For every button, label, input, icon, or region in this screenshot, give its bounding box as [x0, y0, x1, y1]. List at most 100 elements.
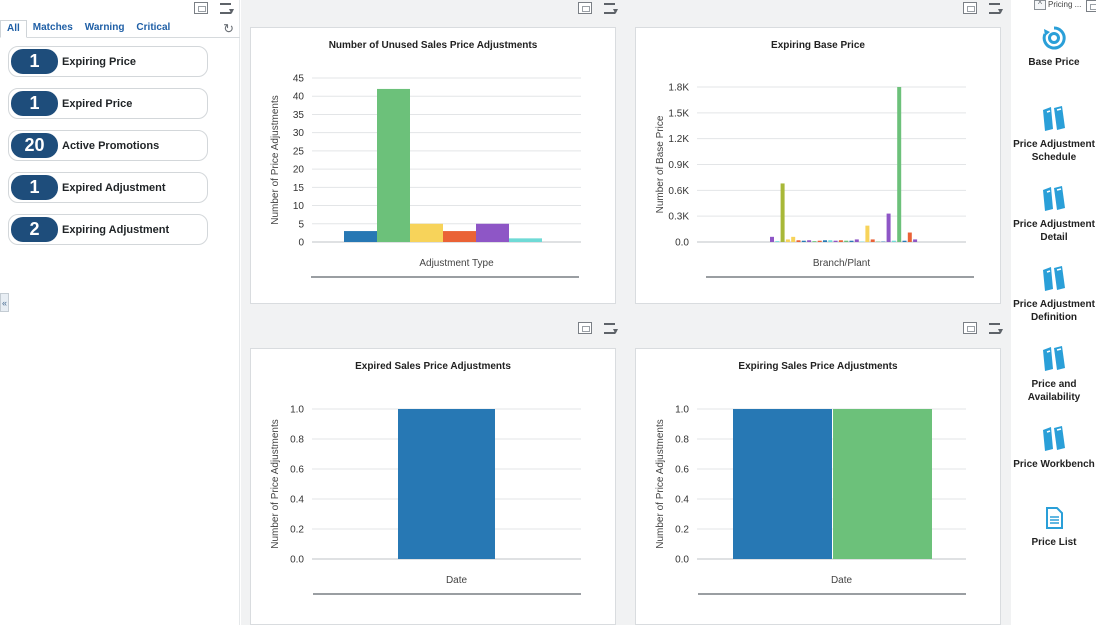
tile-price-adjustment-detail[interactable]: Price Adjustment Detail [1012, 184, 1096, 244]
menu-icon[interactable] [220, 2, 234, 14]
tile-price-list[interactable]: Price List [1012, 506, 1096, 549]
y-tick-label: 0.6K [668, 186, 689, 197]
watchlist-item-label: Expiring Price [62, 55, 136, 68]
maximize-icon[interactable] [963, 2, 977, 14]
watchlist-item-label: Expired Price [62, 97, 133, 110]
chart-bar[interactable] [902, 240, 907, 242]
tab-matches[interactable]: Matches [32, 22, 73, 33]
chart-scrollbar[interactable] [313, 593, 581, 595]
tab-all[interactable]: All [0, 20, 27, 38]
chart-scrollbar[interactable] [706, 276, 974, 278]
maximize-icon[interactable] [578, 2, 592, 14]
chart-bar[interactable] [770, 236, 774, 242]
chart-bar[interactable] [886, 213, 891, 242]
watchlist-panel: All Matches Warning Critical ↻ 1 Expirin… [0, 0, 240, 625]
y-tick-label: 0.2 [290, 525, 304, 536]
maximize-icon[interactable] [963, 322, 977, 334]
y-tick-label: 0.6 [675, 465, 689, 476]
tile-price-workbench[interactable]: Price Workbench [1012, 424, 1096, 471]
chart-bar[interactable] [833, 240, 838, 242]
chart-bar[interactable] [865, 225, 870, 242]
watchlist-item-active-promotions[interactable]: 20 Active Promotions [8, 130, 208, 161]
chart-bar[interactable] [833, 409, 932, 559]
chart-bar[interactable] [410, 223, 443, 242]
chart-bar[interactable] [812, 241, 817, 242]
chart-bar[interactable] [801, 240, 806, 242]
chart-bar[interactable] [796, 240, 801, 242]
tab-critical[interactable]: Critical [136, 22, 171, 33]
maximize-icon[interactable] [578, 322, 592, 334]
chart-bar[interactable] [775, 241, 780, 242]
chart-scrollbar[interactable] [698, 593, 966, 595]
y-tick-label: 0.8 [675, 435, 689, 446]
chart-bar[interactable] [377, 88, 410, 242]
y-tick-label: 0.4 [675, 495, 689, 506]
chart-bar[interactable] [443, 231, 476, 242]
collapse-panel-icon[interactable]: « [0, 293, 9, 312]
chart-bar[interactable] [733, 409, 832, 559]
watchlist-item-expiring-adjustment[interactable]: 2 Expiring Adjustment [8, 214, 208, 245]
chart-bar[interactable] [476, 223, 509, 242]
chart-bar[interactable] [854, 239, 859, 242]
tile-label: Price Adjustment Definition [1013, 299, 1095, 323]
menu-icon[interactable] [604, 2, 618, 14]
x-axis-label: Branch/Plant [813, 258, 870, 269]
chart-title: Expiring Sales Price Adjustments [738, 361, 898, 372]
refresh-icon[interactable]: ↻ [223, 21, 234, 36]
chart-bar[interactable] [398, 409, 495, 559]
scroll-up-icon[interactable]: ^ [1034, 0, 1046, 10]
watchlist-item-expiring-price[interactable]: 1 Expiring Price [8, 46, 208, 77]
chart-svg: 0 5 10 15 20 25 30 35 40 45 Adjustment Type Number … [270, 74, 581, 278]
chart-bar[interactable] [870, 239, 875, 242]
y-tick-label: 40 [293, 92, 305, 103]
tile-price-adjustment-schedule[interactable]: Price Adjustment Schedule [1012, 104, 1096, 164]
tile-label: Price Adjustment Schedule [1013, 139, 1095, 163]
springboard-header: ^ Pricing ... [1022, 0, 1096, 14]
watchlist-item-expired-adjustment[interactable]: 1 Expired Adjustment [8, 172, 208, 203]
chart-bar[interactable] [849, 240, 854, 242]
chart-bar[interactable] [907, 232, 912, 242]
chart-title: Expiring Base Price [771, 40, 865, 51]
y-axis-label: Number of Price Adjustments [270, 95, 281, 225]
y-tick-label: 0.9K [668, 160, 689, 171]
tab-warning[interactable]: Warning [84, 22, 125, 33]
chart-bar[interactable] [780, 183, 785, 242]
chart-bar[interactable] [828, 240, 833, 242]
chart-bar[interactable] [844, 240, 849, 242]
chart-bar[interactable] [791, 236, 796, 242]
y-tick-label: 0 [298, 238, 304, 249]
y-tick-label: 0.3K [668, 212, 689, 223]
chart-scrollbar[interactable] [311, 276, 579, 278]
chart-title: Expired Sales Price Adjustments [355, 361, 511, 372]
tile-price-and-availability[interactable]: Price and Availability [1012, 344, 1096, 404]
chart-bar[interactable] [891, 240, 896, 242]
watchlist-count-badge: 20 [11, 133, 58, 158]
chart-bar[interactable] [344, 231, 377, 242]
chart-bar[interactable] [897, 87, 902, 242]
tile-price-adjustment-definition[interactable]: Price Adjustment Definition [1012, 264, 1096, 324]
watchlist-tabs: All Matches Warning Critical ↻ [0, 20, 240, 38]
chart-bar[interactable] [838, 240, 843, 242]
maximize-icon[interactable] [194, 2, 208, 14]
chart-bar[interactable] [823, 240, 827, 242]
target-icon [1042, 26, 1066, 50]
chart-bar[interactable] [509, 238, 542, 242]
chart-svg: 0.0 0.2 0.4 0.6 0.8 1.0 Date Number of Price Ad… [270, 405, 581, 595]
menu-icon[interactable] [989, 2, 1003, 14]
maximize-icon[interactable] [1086, 0, 1096, 12]
watchlist-count-badge: 1 [11, 91, 58, 116]
y-tick-label: 0.6 [290, 465, 304, 476]
chart-bar[interactable] [785, 239, 790, 242]
tile-base-price[interactable]: Base Price [1012, 26, 1096, 69]
chart-pane-expiring-adjustments: Expiring Sales Price Adjustments 0.0 0.2 0… [626, 320, 1011, 625]
chart-bar[interactable] [807, 240, 812, 242]
chart-bar[interactable] [817, 240, 822, 242]
menu-icon[interactable] [604, 322, 618, 334]
tile-label: Price and Availability [1027, 379, 1081, 403]
watchlist-item-expired-price[interactable]: 1 Expired Price [8, 88, 208, 119]
y-tick-label: 1.2K [668, 134, 689, 145]
chart-bar[interactable] [913, 239, 918, 242]
menu-icon[interactable] [989, 322, 1003, 334]
tile-label: Base Price [1028, 57, 1080, 68]
binders-icon [1043, 106, 1065, 131]
